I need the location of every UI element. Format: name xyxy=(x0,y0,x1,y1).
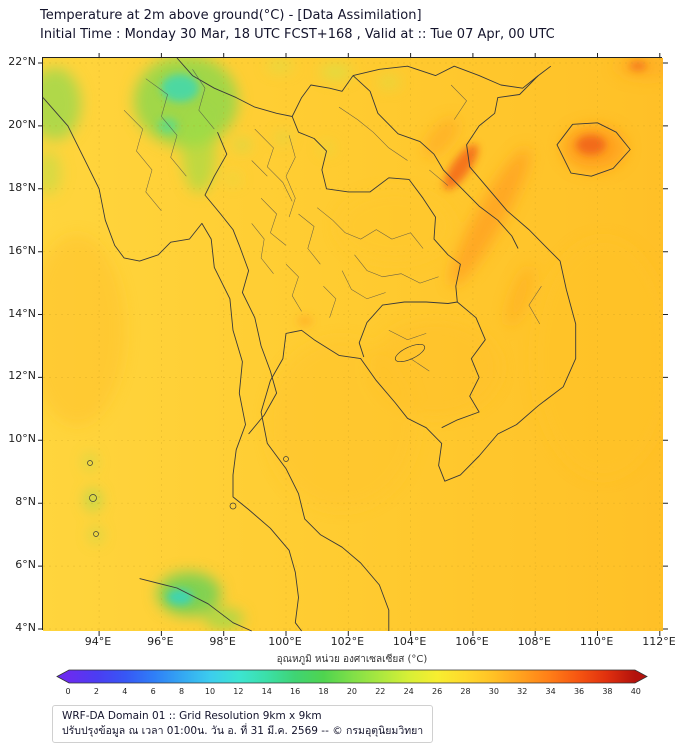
colorbar-label: อุณหภูมิ หน่วย องศาเซลเซียส (°C) xyxy=(276,654,428,665)
island-outline xyxy=(93,531,99,537)
lon-tick-label: 112°E xyxy=(642,635,676,648)
border-thailand-myanmar xyxy=(204,132,278,435)
colorbar-tick-label: 38 xyxy=(602,687,613,696)
temperature-map-svg xyxy=(38,53,668,636)
colorbar-tick-label: 14 xyxy=(261,687,272,696)
lat-tick-label: 10°N xyxy=(8,432,36,446)
lat-tick-label: 6°N xyxy=(15,558,36,571)
border-cambodia-vietnam xyxy=(441,301,486,429)
colorbar-tick-label: 36 xyxy=(573,687,585,696)
colorbar-tick-label: 34 xyxy=(545,687,556,696)
lat-tick-label: 22°N xyxy=(8,55,36,68)
lon-tick-label: 100°E xyxy=(268,635,302,648)
colorbar-gradient-bar xyxy=(56,669,648,684)
colorbar-tick-label: 4 xyxy=(122,687,128,696)
colorbar-tick-labels: 0 2 4 6 8 10 12 14 16 18 20 22 24 26 28 30 32 34 36 38 40 xyxy=(58,687,646,696)
lon-tick-label: 106°E xyxy=(455,635,489,648)
lon-tick-label: 102°E xyxy=(330,635,365,648)
colorbar-tick-label: 16 xyxy=(290,687,301,696)
island-outline xyxy=(283,456,289,462)
lat-tick-label: 20°N xyxy=(8,117,36,131)
lon-tick-label: 96°E xyxy=(147,635,174,648)
gulf-and-vietnam-coastline xyxy=(260,65,577,631)
tonle-sap-lake-outline xyxy=(394,343,426,363)
island-outline xyxy=(89,494,97,502)
colorbar-tick-label: 26 xyxy=(431,687,443,696)
lon-axis-labels: 94°E 96°E 98°E 100°E 102°E 104°E 106°E 108°E 110… xyxy=(78,635,676,649)
axis-ticks xyxy=(38,53,668,636)
page-title: Temperature at 2m above ground(°C) - [Da… xyxy=(40,8,422,23)
lon-tick-label: 104°E xyxy=(392,635,427,648)
lon-tick-label: 110°E xyxy=(579,635,614,648)
colorbar-tick-label: 12 xyxy=(233,687,244,696)
colorbar-tick-label: 0 xyxy=(65,687,71,696)
lat-tick-label: 8°N xyxy=(15,495,36,509)
border-laos-china xyxy=(291,75,354,117)
border-laos-vietnam xyxy=(352,75,519,249)
lat-tick-label: 4°N xyxy=(15,620,36,634)
map-plot xyxy=(38,53,668,636)
page-subtitle: Initial Time : Monday 30 Mar, 18 UTC FCS… xyxy=(40,27,555,42)
colorbar-tick-label: 10 xyxy=(204,687,216,696)
footer-domain-info: WRF-DA Domain 01 :: Grid Resolution 9km … xyxy=(62,710,322,722)
island-outline xyxy=(87,460,93,466)
west-coastline xyxy=(42,97,302,632)
border-vietnam-china xyxy=(352,65,539,89)
colorbar-tick-label: 22 xyxy=(375,687,386,696)
colorbar-tick-label: 40 xyxy=(630,687,641,696)
colorbar-svg xyxy=(56,669,648,684)
lon-tick-label: 94°E xyxy=(84,635,112,648)
colorbar-tick-label: 30 xyxy=(488,687,499,696)
colorbar-tick-label: 18 xyxy=(318,687,329,696)
lon-tick-label: 98°E xyxy=(209,635,236,648)
footer-update-info: ปรับปรุงข้อมูล ณ เวลา 01:00น. วัน อ. ที่… xyxy=(62,725,424,737)
colorbar-tick-label: 32 xyxy=(517,687,528,696)
island-outline xyxy=(229,502,237,510)
page-header: Temperature at 2m above ground(°C) - [Da… xyxy=(40,6,555,44)
province-borders xyxy=(123,69,542,372)
colorbar-tick-label: 8 xyxy=(179,687,185,696)
coastline-and-borders xyxy=(42,57,631,632)
lat-axis-labels: 22°N 20°N 18°N 16°N 14°N 12°N 10°N 8°N 6°N 4°N xyxy=(2,54,39,636)
lat-tick-label: 16°N xyxy=(8,243,36,257)
lat-tick-label: 12°N xyxy=(8,369,36,383)
colorbar-tick-label: 20 xyxy=(346,687,357,696)
colorbar-tick-label: 2 xyxy=(93,687,99,696)
temperature-field xyxy=(43,58,663,630)
footer: WRF-DA Domain 01 :: Grid Resolution 9km … xyxy=(52,705,434,743)
hainan-island-outline xyxy=(556,122,631,177)
colorbar xyxy=(56,669,648,684)
colorbar-tick-label: 28 xyxy=(460,687,471,696)
colorbar-tick-label: 6 xyxy=(150,687,156,696)
lon-tick-label: 108°E xyxy=(517,635,552,648)
lat-tick-label: 14°N xyxy=(8,306,36,320)
sumatra-coastline xyxy=(139,578,252,632)
border-mekong-cambodia xyxy=(176,57,461,358)
lat-tick-label: 18°N xyxy=(8,180,36,194)
colorbar-tick-label: 24 xyxy=(403,687,414,696)
